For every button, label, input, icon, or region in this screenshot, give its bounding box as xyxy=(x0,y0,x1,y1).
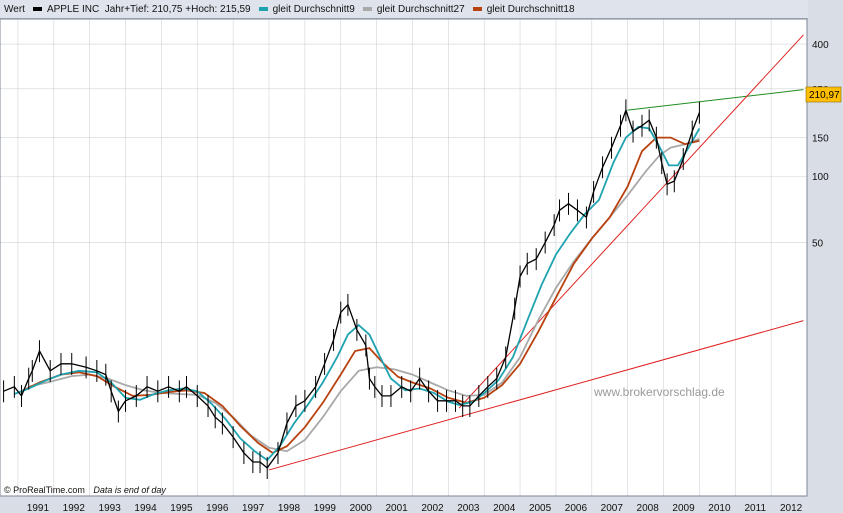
x-tick-2007: 2007 xyxy=(601,503,624,513)
x-tick-1997: 1997 xyxy=(242,503,265,513)
legend-range: Jahr+Tief: 210,75 +Hoch: 215,59 xyxy=(104,3,251,15)
legend-instrument: APPLE INC xyxy=(46,3,100,15)
legend-ma18: gleit Durchschnitt18 xyxy=(472,3,575,15)
legend-price-swatch xyxy=(32,7,42,11)
x-tick-2001: 2001 xyxy=(385,503,408,513)
y-tick-150: 150 xyxy=(812,134,829,145)
legend-ma27: gleit Durchschnitt27 xyxy=(362,3,465,15)
x-tick-2000: 2000 xyxy=(350,503,373,513)
x-tick-2006: 2006 xyxy=(565,503,588,513)
x-tick-1992: 1992 xyxy=(63,503,86,513)
x-tick-2009: 2009 xyxy=(672,503,695,513)
series-ma18 xyxy=(21,136,700,454)
last-price-tag: 210,97 xyxy=(805,86,842,103)
footer-source: © ProRealTime.com Data is end of day xyxy=(4,485,166,495)
legend-ma9-label: gleit Durchschnitt9 xyxy=(272,3,355,15)
line-support_long xyxy=(268,320,804,471)
series-layer xyxy=(3,99,701,479)
x-tick-2011: 2011 xyxy=(745,503,767,513)
x-tick-2004: 2004 xyxy=(493,503,516,513)
footer-source-text: © ProRealTime.com xyxy=(4,485,85,495)
plot-area xyxy=(0,19,807,496)
x-tick-2012: 2012 xyxy=(780,503,803,513)
x-tick-1993: 1993 xyxy=(99,503,122,513)
series-price xyxy=(3,108,701,469)
legend-ma9-swatch xyxy=(258,7,268,11)
grid xyxy=(0,19,807,496)
x-tick-2002: 2002 xyxy=(421,503,444,513)
x-tick-2008: 2008 xyxy=(637,503,660,513)
chart-legend: Wert APPLE INC Jahr+Tief: 210,75 +Hoch: … xyxy=(0,0,808,19)
y-tick-50: 50 xyxy=(812,238,824,249)
watermark: www.brokervorschlag.de xyxy=(593,385,725,399)
x-tick-1996: 1996 xyxy=(206,503,229,513)
x-tick-2005: 2005 xyxy=(529,503,552,513)
y-tick-400: 400 xyxy=(812,40,829,51)
line-resistance xyxy=(627,89,804,111)
y-tick-100: 100 xyxy=(812,172,829,183)
legend-title: Wert xyxy=(4,3,25,15)
x-tick-1994: 1994 xyxy=(134,503,157,513)
legend-ma9: gleit Durchschnitt9 xyxy=(258,3,355,15)
footer-note: Data is end of day xyxy=(93,485,166,495)
legend-ma27-swatch xyxy=(362,7,372,11)
x-tick-1998: 1998 xyxy=(278,503,301,513)
x-tick-1999: 1999 xyxy=(314,503,337,513)
last-price-box xyxy=(805,86,842,103)
last-price-value: 210,97 xyxy=(809,90,840,101)
x-axis: 1991 1992 1993 1994 1995 1996 1997 1998 1999 2000… xyxy=(27,503,803,513)
legend-price: APPLE INC Jahr+Tief: 210,75 +Hoch: 215,5… xyxy=(32,3,251,15)
x-tick-2010: 2010 xyxy=(708,503,731,513)
x-tick-1995: 1995 xyxy=(170,503,193,513)
x-tick-1991: 1991 xyxy=(27,503,50,513)
plot-border xyxy=(0,18,808,497)
legend-ma18-swatch xyxy=(472,7,482,11)
x-tick-2003: 2003 xyxy=(457,503,480,513)
legend-ma27-label: gleit Durchschnitt27 xyxy=(376,3,465,15)
legend-ma18-label: gleit Durchschnitt18 xyxy=(486,3,575,15)
y-axis: 50100150250400 xyxy=(812,40,829,249)
